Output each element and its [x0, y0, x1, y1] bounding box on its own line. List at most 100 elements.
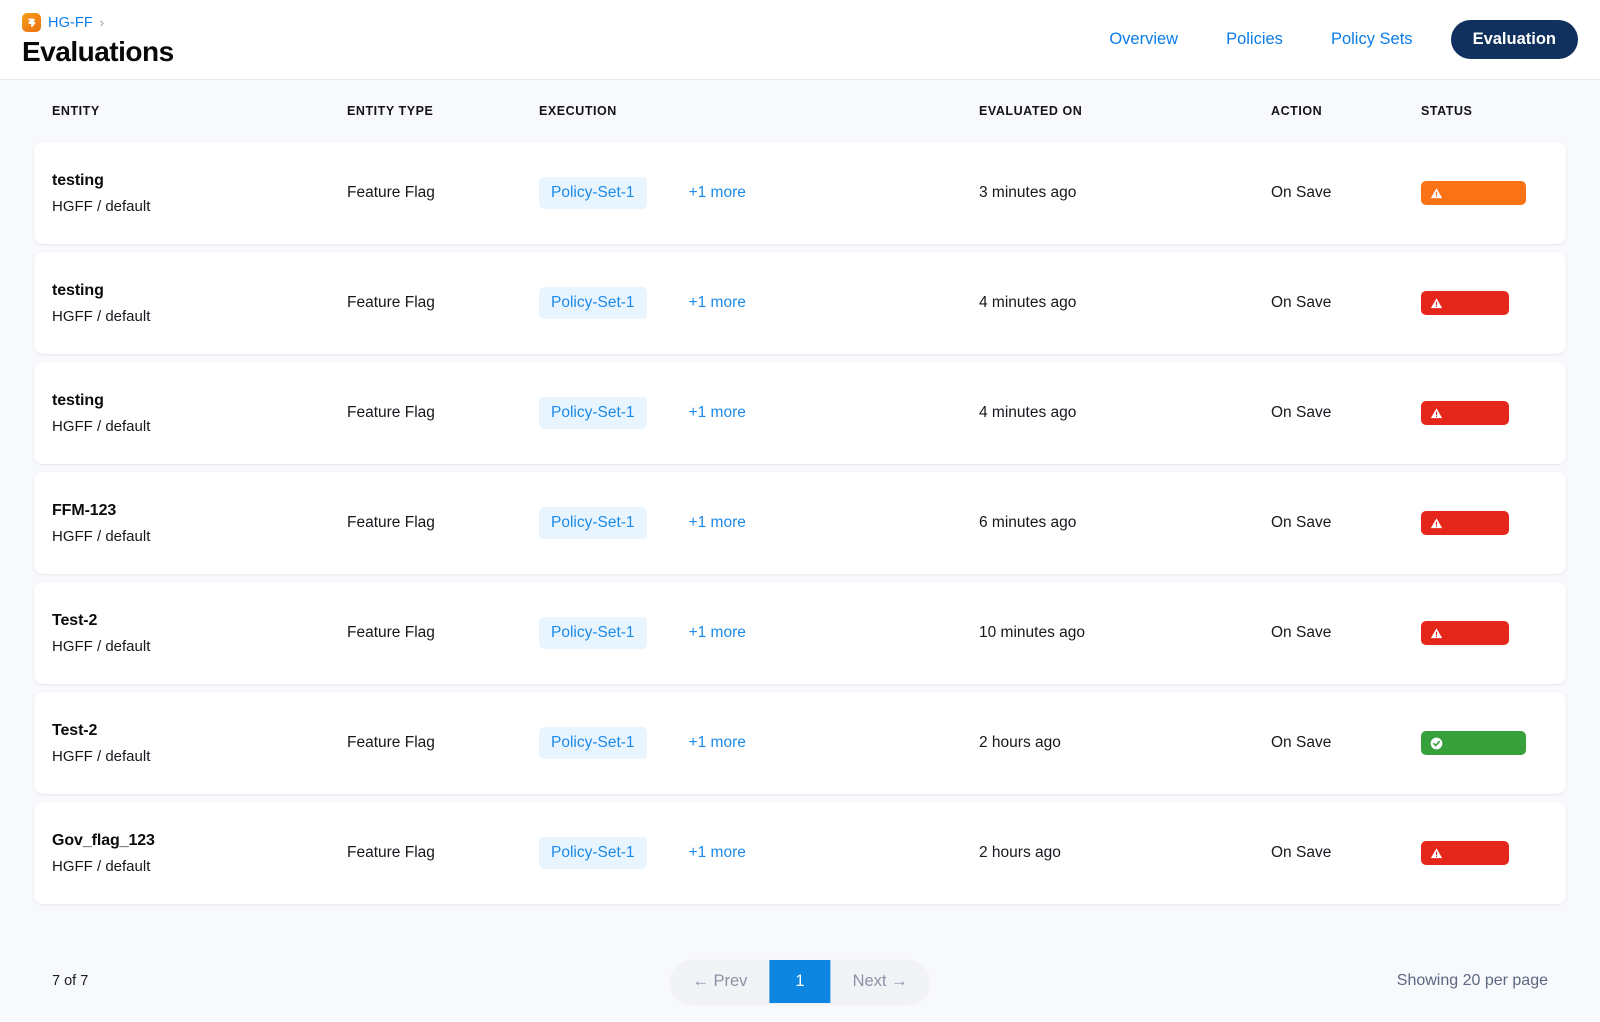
breadcrumb-project-link[interactable]: HG-FF	[48, 14, 93, 31]
table-row[interactable]: testing HGFF / default Feature Flag Policy-…	[34, 142, 1566, 244]
chevron-right-icon: ›	[99, 15, 105, 31]
cell-status: FAILED	[1421, 841, 1548, 865]
status-badge-label: FAILED	[1450, 626, 1498, 640]
cell-entity-type: Feature Flag	[347, 734, 435, 751]
nav-tab-evaluation-active[interactable]: Evaluation	[1450, 20, 1578, 59]
header-left: HG-FF › Evaluations	[22, 11, 174, 68]
execution-more-link[interactable]: +1 more	[688, 624, 746, 641]
check-circle-icon	[1430, 737, 1443, 750]
app-header: HG-FF › Evaluations Overview Policies Po…	[0, 0, 1600, 80]
status-badge: FAILED	[1421, 511, 1510, 535]
warning-triangle-icon	[1430, 847, 1443, 860]
primary-nav: Overview Policies Policy Sets Evaluation	[1085, 20, 1578, 59]
policy-set-chip[interactable]: Policy-Set-1	[539, 617, 647, 649]
entity-path: HGFF / default	[52, 307, 151, 325]
table-row[interactable]: testing HGFF / default Feature Flag Policy-…	[34, 252, 1566, 354]
policy-set-chip[interactable]: Policy-Set-1	[539, 837, 647, 869]
entity-name: testing	[52, 171, 104, 189]
cell-evaluated-on: 2 hours ago	[979, 844, 1061, 861]
entity-name: Gov_flag_123	[52, 831, 155, 849]
column-header-status: STATUS	[1421, 104, 1473, 118]
table-row[interactable]: Gov_flag_123 HGFF / default Feature Flag Po…	[34, 802, 1566, 904]
table-row[interactable]: FFM-123 HGFF / default Feature Flag Policy-…	[34, 472, 1566, 574]
column-header-action: ACTION	[1271, 104, 1323, 118]
table-row[interactable]: Test-2 HGFF / default Feature Flag Policy-S…	[34, 582, 1566, 684]
cell-action: On Save	[1271, 734, 1332, 751]
status-badge: FAILED	[1421, 401, 1510, 425]
evaluations-content: ENTITY ENTITY TYPE EXECUTION EVALUATED O…	[0, 80, 1600, 1022]
execution-more-link[interactable]: +1 more	[688, 844, 746, 861]
table-footer: 7 of 7 ← Prev 1 Next → Showing 20 per pa…	[34, 948, 1566, 1022]
execution-more-link[interactable]: +1 more	[688, 404, 746, 421]
status-badge-label: FAILED	[1450, 406, 1498, 420]
status-badge: WARNING	[1421, 181, 1526, 205]
pagination-next-button[interactable]: Next →	[831, 960, 930, 1003]
status-badge-label: FAILED	[1450, 846, 1498, 860]
cell-execution: Policy-Set-1 +1 more	[539, 287, 979, 319]
pagination-page-1[interactable]: 1	[769, 959, 831, 1003]
nav-link-policy-sets[interactable]: Policy Sets	[1330, 30, 1413, 48]
status-badge-label: WARNING	[1450, 186, 1514, 200]
policy-set-chip[interactable]: Policy-Set-1	[539, 287, 647, 319]
policy-set-chip[interactable]: Policy-Set-1	[539, 397, 647, 429]
pagination-prev-button[interactable]: ← Prev	[670, 960, 769, 1003]
result-count: 7 of 7	[52, 973, 89, 989]
evaluations-table-body: testing HGFF / default Feature Flag Policy-…	[34, 142, 1566, 904]
entity-name: Test-2	[52, 721, 98, 739]
cell-status: FAILED	[1421, 291, 1548, 315]
page-size-selector[interactable]: Showing 20 per page	[1396, 972, 1548, 989]
cell-action: On Save	[1271, 514, 1332, 531]
execution-more-link[interactable]: +1 more	[688, 294, 746, 311]
entity-path: HGFF / default	[52, 417, 151, 435]
policy-set-chip[interactable]: Policy-Set-1	[539, 177, 647, 209]
status-badge-label: FAILED	[1450, 516, 1498, 530]
entity-path: HGFF / default	[52, 527, 151, 545]
nav-link-overview[interactable]: Overview	[1109, 30, 1179, 48]
pagination: ← Prev 1 Next →	[670, 959, 930, 1003]
cell-evaluated-on: 2 hours ago	[979, 734, 1061, 751]
warning-triangle-icon	[1430, 407, 1443, 420]
nav-link-policies[interactable]: Policies	[1226, 30, 1283, 48]
cell-status: FAILED	[1421, 621, 1548, 645]
cell-evaluated-on: 4 minutes ago	[979, 404, 1077, 421]
table-header-row: ENTITY ENTITY TYPE EXECUTION EVALUATED O…	[34, 80, 1566, 142]
cell-entity: Test-2 HGFF / default	[52, 722, 347, 765]
entity-path: HGFF / default	[52, 637, 151, 655]
execution-more-link[interactable]: +1 more	[688, 734, 746, 751]
harness-feature-flag-logo-icon	[22, 13, 41, 33]
cell-action: On Save	[1271, 404, 1332, 421]
cell-status: FAILED	[1421, 511, 1548, 535]
cell-entity: testing HGFF / default	[52, 392, 347, 435]
table-row[interactable]: Test-2 HGFF / default Feature Flag Policy-S…	[34, 692, 1566, 794]
entity-name: Test-2	[52, 611, 98, 629]
cell-evaluated-on: 4 minutes ago	[979, 294, 1077, 311]
cell-action: On Save	[1271, 624, 1332, 641]
cell-execution: Policy-Set-1 +1 more	[539, 617, 979, 649]
cell-entity-type: Feature Flag	[347, 844, 435, 861]
cell-action: On Save	[1271, 184, 1332, 201]
breadcrumb: HG-FF ›	[22, 13, 174, 33]
warning-triangle-icon	[1430, 297, 1443, 310]
cell-entity: Gov_flag_123 HGFF / default	[52, 832, 347, 875]
cell-entity-type: Feature Flag	[347, 514, 435, 531]
status-badge-label: SUCCESS	[1450, 736, 1514, 750]
policy-set-chip[interactable]: Policy-Set-1	[539, 727, 647, 759]
entity-name: FFM-123	[52, 501, 117, 519]
warning-triangle-icon	[1430, 517, 1443, 530]
page-title: Evaluations	[22, 35, 174, 67]
status-badge: SUCCESS	[1421, 731, 1526, 755]
status-badge: FAILED	[1421, 621, 1510, 645]
cell-entity-type: Feature Flag	[347, 624, 435, 641]
entity-name: testing	[52, 281, 104, 299]
execution-more-link[interactable]: +1 more	[688, 184, 746, 201]
execution-more-link[interactable]: +1 more	[688, 514, 746, 531]
entity-path: HGFF / default	[52, 197, 151, 215]
cell-entity: Test-2 HGFF / default	[52, 612, 347, 655]
policy-set-chip[interactable]: Policy-Set-1	[539, 507, 647, 539]
cell-execution: Policy-Set-1 +1 more	[539, 727, 979, 759]
status-badge: FAILED	[1421, 291, 1510, 315]
table-row[interactable]: testing HGFF / default Feature Flag Policy-…	[34, 362, 1566, 464]
warning-triangle-icon	[1430, 627, 1443, 640]
cell-status: WARNING	[1421, 181, 1548, 205]
cell-execution: Policy-Set-1 +1 more	[539, 177, 979, 209]
